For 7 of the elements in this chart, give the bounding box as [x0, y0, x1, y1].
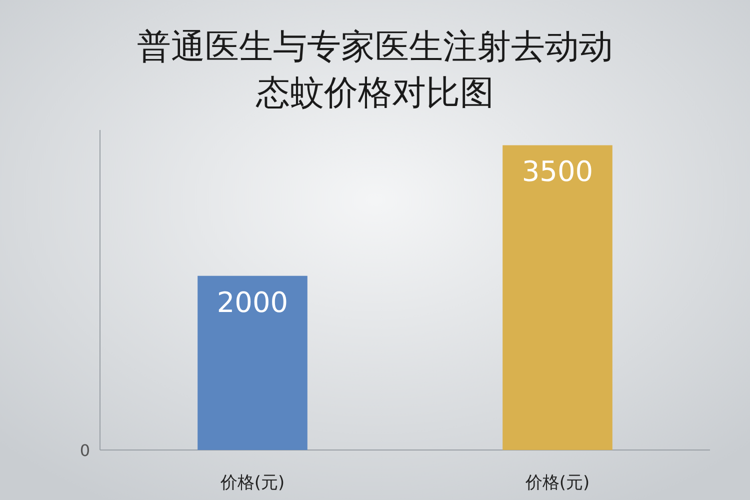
- x-tick-label: 价格(元): [524, 473, 590, 493]
- data-label: 3500: [522, 155, 594, 188]
- title: 普通医生与专家医生注射去动动: [137, 27, 613, 67]
- text: 0: [80, 441, 90, 460]
- data-label: 2000: [216, 286, 288, 319]
- title: 态蚊价格对比图: [256, 73, 494, 113]
- x-tick-label: 价格(元): [219, 473, 285, 493]
